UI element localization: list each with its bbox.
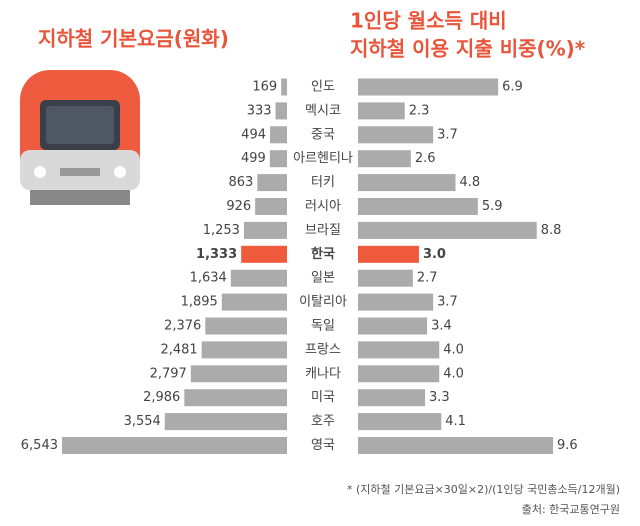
right-bar xyxy=(358,78,499,96)
left-bar xyxy=(230,269,287,287)
right-value-label: 4.1 xyxy=(445,414,466,429)
right-bar xyxy=(358,126,434,144)
left-value-label: 6,543 xyxy=(21,438,58,453)
right-value-label: 6.9 xyxy=(502,80,523,95)
left-value-label: 1,333 xyxy=(196,247,237,262)
right-value-label: 3.4 xyxy=(431,319,452,334)
left-bar xyxy=(281,78,287,96)
right-bar xyxy=(358,437,553,454)
left-value-label: 926 xyxy=(226,199,251,214)
left-value-label: 1,895 xyxy=(181,295,218,310)
right-bar xyxy=(358,198,478,215)
right-value-label: 4.0 xyxy=(443,342,464,357)
right-value-label: 2.6 xyxy=(415,151,436,166)
right-value-label: 3.3 xyxy=(429,390,450,405)
category-label: 이탈리아 xyxy=(299,295,347,310)
category-label: 캐나다 xyxy=(305,366,341,381)
left-bar xyxy=(255,198,287,215)
category-label: 브라질 xyxy=(305,223,341,238)
right-bar xyxy=(358,245,419,263)
category-label: 멕시코 xyxy=(305,103,341,118)
right-bar xyxy=(358,150,411,168)
category-label: 터키 xyxy=(311,175,335,190)
right-bar xyxy=(358,269,413,287)
right-bar xyxy=(358,389,426,407)
category-label: 인도 xyxy=(311,80,335,95)
train-icon xyxy=(20,70,140,205)
right-title: 지하철 이용 지출 비중(%)* xyxy=(350,37,586,61)
right-bar xyxy=(358,413,442,431)
category-label: 호주 xyxy=(311,414,335,429)
right-bar xyxy=(358,293,434,311)
right-bar xyxy=(358,174,456,192)
left-value-label: 863 xyxy=(228,175,253,190)
left-title: 지하철 기본요금(원화) xyxy=(38,27,229,51)
left-bar xyxy=(184,389,287,407)
source: 출처: 한국교통연구원 xyxy=(522,503,620,516)
left-bar xyxy=(164,413,287,431)
left-bar xyxy=(190,365,287,383)
left-bar xyxy=(221,293,287,311)
right-bar xyxy=(358,221,537,239)
category-label: 독일 xyxy=(311,319,335,334)
right-bar xyxy=(358,341,440,359)
left-value-label: 2,986 xyxy=(143,390,180,405)
left-value-label: 1,253 xyxy=(203,223,240,238)
right-value-label: 2.7 xyxy=(417,271,438,286)
right-bar xyxy=(358,102,405,120)
right-value-label: 3.7 xyxy=(437,295,458,310)
category-label: 미국 xyxy=(311,390,335,405)
left-bar xyxy=(243,221,287,239)
left-value-label: 494 xyxy=(241,127,266,142)
right-bar xyxy=(358,317,428,335)
right-title: 1인당 월소득 대비 xyxy=(350,9,507,33)
right-value-label: 2.3 xyxy=(409,103,430,118)
left-bar xyxy=(201,341,287,359)
left-value-label: 333 xyxy=(247,103,272,118)
right-bar xyxy=(358,365,440,383)
category-label: 아르헨티나 xyxy=(293,151,353,166)
left-bar xyxy=(275,102,287,120)
left-value-label: 499 xyxy=(241,151,266,166)
left-value-label: 2,481 xyxy=(160,342,197,357)
left-bar xyxy=(257,174,287,192)
category-label: 일본 xyxy=(311,271,335,286)
category-label: 영국 xyxy=(311,438,335,453)
left-value-label: 2,797 xyxy=(150,366,187,381)
category-label: 프랑스 xyxy=(305,342,341,357)
footnote: * (지하철 기본요금×30일×2)/(1인당 국민총소득/12개월) xyxy=(347,482,620,496)
left-bar xyxy=(241,245,287,263)
left-bar xyxy=(269,150,287,168)
right-value-label: 4.8 xyxy=(460,175,481,190)
right-value-label: 5.9 xyxy=(482,199,503,214)
left-value-label: 169 xyxy=(252,80,277,95)
right-value-label: 3.7 xyxy=(437,127,458,142)
left-value-label: 2,376 xyxy=(164,319,201,334)
right-value-label: 4.0 xyxy=(443,366,464,381)
category-label: 중국 xyxy=(311,127,335,142)
left-bar xyxy=(270,126,287,144)
left-value-label: 1,634 xyxy=(190,271,227,286)
category-label: 러시아 xyxy=(305,199,341,214)
right-value-label: 8.8 xyxy=(541,223,562,238)
right-value-label: 9.6 xyxy=(557,438,578,453)
left-bar xyxy=(62,437,287,454)
right-value-label: 3.0 xyxy=(423,247,446,262)
left-bar xyxy=(205,317,287,335)
category-label: 한국 xyxy=(311,246,335,262)
left-value-label: 3,554 xyxy=(124,414,161,429)
